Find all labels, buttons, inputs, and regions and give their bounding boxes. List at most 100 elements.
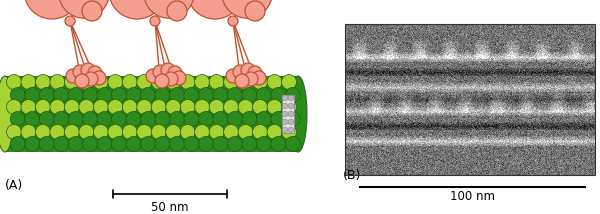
Circle shape: [242, 88, 257, 103]
Circle shape: [140, 137, 155, 152]
Circle shape: [10, 88, 25, 103]
Circle shape: [271, 137, 286, 152]
Circle shape: [242, 111, 257, 126]
Circle shape: [155, 88, 170, 103]
Circle shape: [53, 137, 68, 152]
Circle shape: [169, 111, 184, 126]
Circle shape: [109, 0, 165, 19]
Circle shape: [285, 88, 300, 103]
Circle shape: [222, 0, 272, 18]
Circle shape: [168, 66, 182, 80]
Circle shape: [79, 74, 94, 89]
Circle shape: [288, 127, 294, 133]
Circle shape: [155, 74, 169, 88]
Circle shape: [155, 137, 170, 152]
Circle shape: [248, 66, 262, 80]
Circle shape: [151, 74, 166, 89]
Circle shape: [227, 88, 242, 103]
Circle shape: [224, 74, 239, 89]
Circle shape: [126, 137, 141, 152]
Circle shape: [25, 88, 40, 103]
Circle shape: [50, 125, 65, 140]
Circle shape: [112, 111, 127, 126]
Bar: [282, 95, 294, 133]
Circle shape: [282, 119, 288, 125]
Circle shape: [180, 74, 195, 89]
Circle shape: [108, 100, 123, 114]
Circle shape: [184, 111, 199, 126]
Circle shape: [244, 72, 258, 86]
Circle shape: [180, 100, 195, 114]
Circle shape: [21, 125, 36, 140]
Circle shape: [282, 95, 288, 101]
Circle shape: [21, 74, 36, 89]
Circle shape: [65, 16, 75, 26]
Circle shape: [64, 125, 79, 140]
Circle shape: [227, 137, 242, 152]
Circle shape: [253, 74, 268, 89]
Circle shape: [166, 100, 181, 114]
Circle shape: [64, 100, 79, 114]
Circle shape: [194, 125, 209, 140]
Circle shape: [68, 111, 83, 126]
Circle shape: [126, 88, 141, 103]
Circle shape: [64, 74, 79, 89]
Circle shape: [233, 65, 247, 79]
Circle shape: [150, 16, 160, 26]
Text: 50 nm: 50 nm: [151, 201, 189, 214]
Circle shape: [167, 1, 187, 21]
Circle shape: [184, 88, 199, 103]
Circle shape: [83, 137, 98, 152]
Circle shape: [242, 137, 257, 152]
Circle shape: [282, 127, 288, 133]
Circle shape: [184, 137, 199, 152]
Circle shape: [224, 125, 239, 140]
Circle shape: [288, 111, 294, 117]
Circle shape: [153, 65, 167, 79]
Circle shape: [94, 74, 109, 89]
Circle shape: [288, 103, 294, 109]
Circle shape: [209, 100, 224, 114]
Circle shape: [137, 100, 152, 114]
Circle shape: [137, 74, 152, 89]
Circle shape: [245, 1, 265, 21]
Circle shape: [169, 137, 184, 152]
Circle shape: [21, 100, 36, 114]
Circle shape: [253, 125, 268, 140]
Circle shape: [199, 111, 214, 126]
Circle shape: [83, 88, 98, 103]
Circle shape: [10, 111, 25, 126]
Circle shape: [256, 137, 271, 152]
Circle shape: [161, 63, 175, 77]
Circle shape: [35, 74, 50, 89]
Circle shape: [253, 100, 268, 114]
Circle shape: [285, 111, 300, 126]
Circle shape: [238, 125, 253, 140]
Circle shape: [53, 88, 68, 103]
Circle shape: [35, 125, 50, 140]
Circle shape: [66, 69, 80, 83]
Circle shape: [267, 100, 282, 114]
Circle shape: [112, 137, 127, 152]
Circle shape: [39, 88, 54, 103]
Circle shape: [209, 74, 224, 89]
Circle shape: [112, 88, 127, 103]
Circle shape: [94, 100, 109, 114]
Circle shape: [252, 71, 266, 85]
Circle shape: [194, 74, 209, 89]
Circle shape: [144, 0, 194, 18]
Circle shape: [50, 74, 65, 89]
Circle shape: [7, 100, 22, 114]
Circle shape: [227, 111, 242, 126]
Circle shape: [81, 63, 95, 77]
Ellipse shape: [0, 76, 14, 152]
Circle shape: [282, 111, 288, 117]
Circle shape: [228, 16, 238, 26]
Circle shape: [199, 88, 214, 103]
Circle shape: [7, 125, 22, 140]
Circle shape: [267, 74, 282, 89]
Circle shape: [7, 74, 22, 89]
Circle shape: [73, 65, 87, 79]
Circle shape: [97, 88, 112, 103]
Circle shape: [94, 125, 109, 140]
